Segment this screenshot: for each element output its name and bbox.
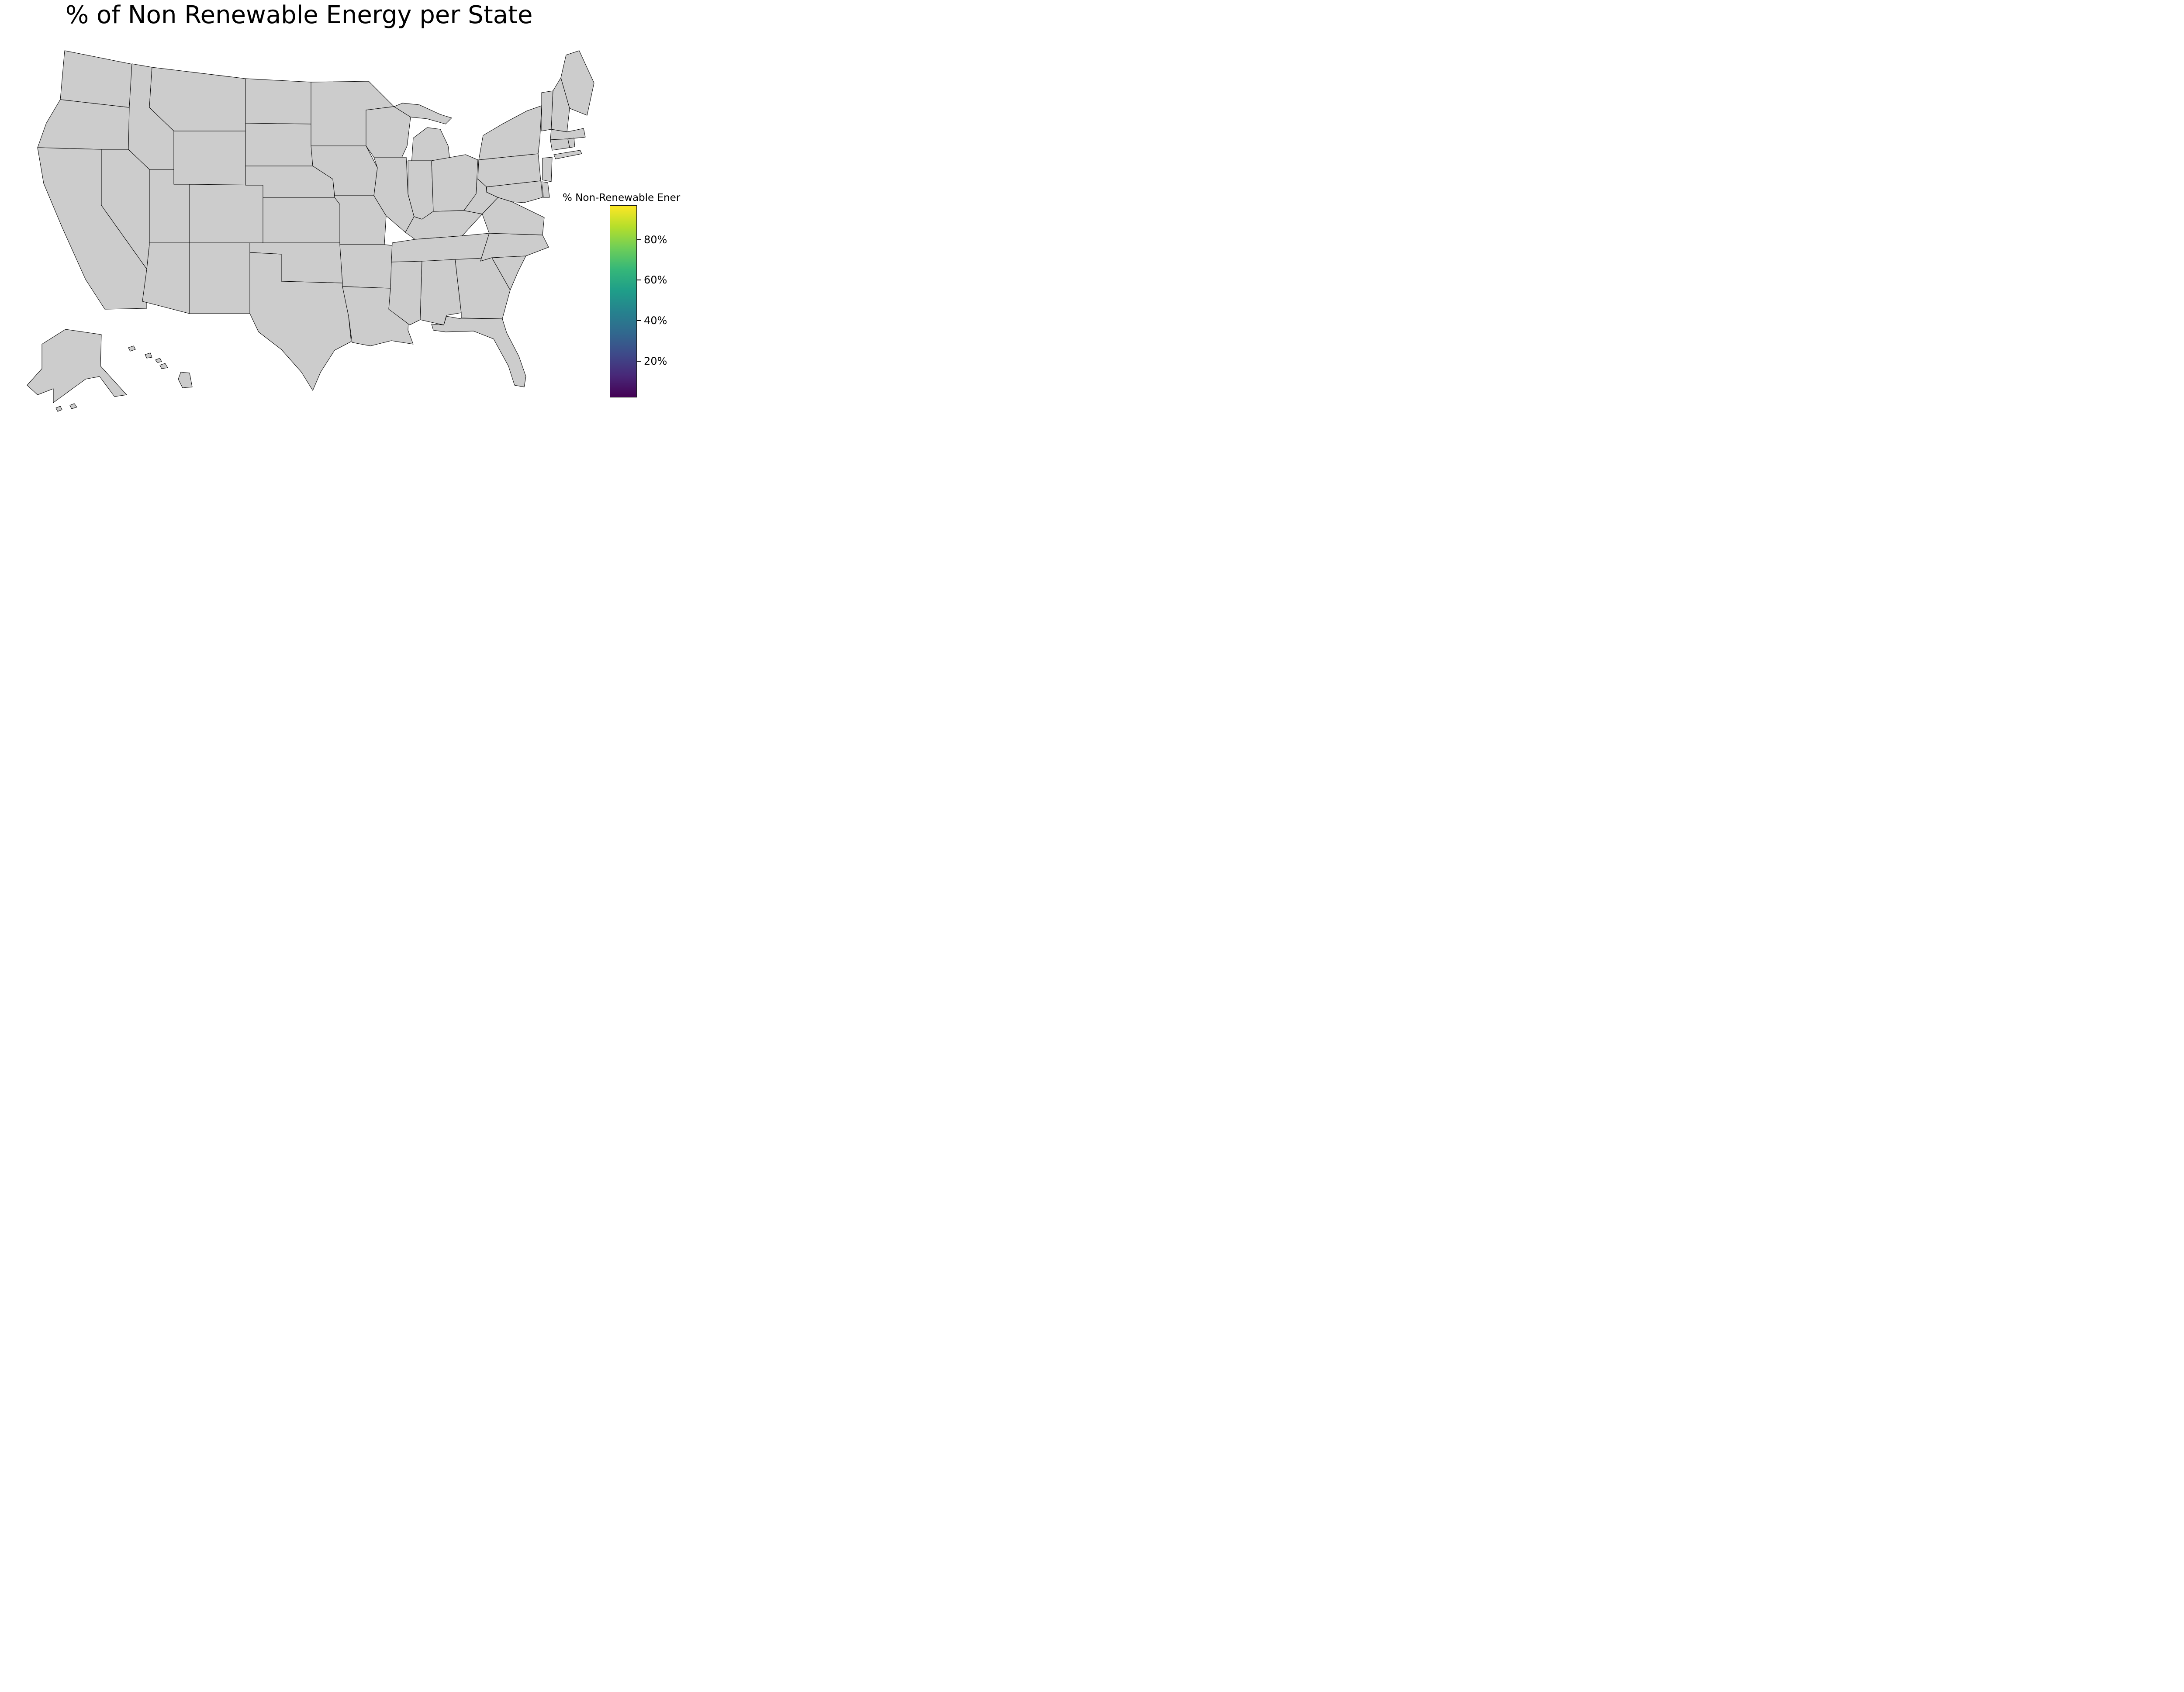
state-nj bbox=[542, 157, 553, 182]
state-mi-upper bbox=[394, 103, 452, 124]
chart-title: % of Non Renewable Energy per State bbox=[66, 1, 533, 29]
colorbar-gradient bbox=[610, 205, 637, 397]
state-tx bbox=[249, 252, 352, 391]
state-wa bbox=[60, 50, 135, 108]
state-ma bbox=[550, 128, 586, 140]
state-or bbox=[37, 99, 130, 150]
colorbar-tick-label: 40% bbox=[644, 314, 667, 327]
figure: % of Non Renewable Energy per State bbox=[0, 0, 681, 423]
state-mt bbox=[149, 67, 246, 131]
state-ak bbox=[27, 329, 127, 403]
state-co bbox=[189, 184, 263, 243]
colorbar-tick-label: 20% bbox=[644, 355, 667, 367]
state-ny bbox=[478, 105, 542, 160]
colorbar-tick-mark bbox=[637, 320, 641, 321]
state-fl bbox=[431, 316, 526, 387]
colorbar-tick-mark bbox=[637, 360, 641, 362]
state-nm bbox=[189, 242, 250, 314]
colorbar-tick-label: 60% bbox=[644, 274, 667, 287]
state-hi-maui bbox=[159, 363, 168, 369]
state-ak-island-1 bbox=[69, 403, 77, 409]
state-ny-long-island bbox=[553, 150, 582, 159]
state-de bbox=[541, 181, 550, 198]
colorbar: 80% 60% 40% 20% bbox=[610, 205, 680, 397]
state-hi-hawaii bbox=[178, 372, 193, 388]
state-md bbox=[486, 180, 543, 203]
colorbar-tick-mark bbox=[637, 239, 641, 240]
state-ct bbox=[550, 138, 570, 151]
state-me bbox=[560, 50, 594, 116]
state-ak-island-2 bbox=[55, 406, 62, 412]
state-hi-kauai bbox=[128, 345, 136, 352]
colorbar-tick-label: 80% bbox=[644, 233, 667, 246]
state-nd bbox=[245, 78, 311, 124]
state-tn bbox=[391, 233, 490, 262]
state-nh bbox=[551, 77, 570, 132]
state-sd bbox=[245, 123, 313, 166]
state-ks bbox=[263, 197, 340, 243]
state-wi bbox=[366, 106, 411, 158]
state-hi-oahu bbox=[145, 352, 152, 359]
state-hi-molokai bbox=[155, 358, 162, 363]
state-ar bbox=[339, 244, 393, 289]
state-al bbox=[420, 259, 462, 325]
colorbar-label: % Non-Renewable Energy bbox=[563, 192, 681, 204]
us-choropleth-map bbox=[27, 50, 594, 412]
state-az bbox=[142, 242, 190, 314]
state-wy bbox=[173, 131, 246, 186]
